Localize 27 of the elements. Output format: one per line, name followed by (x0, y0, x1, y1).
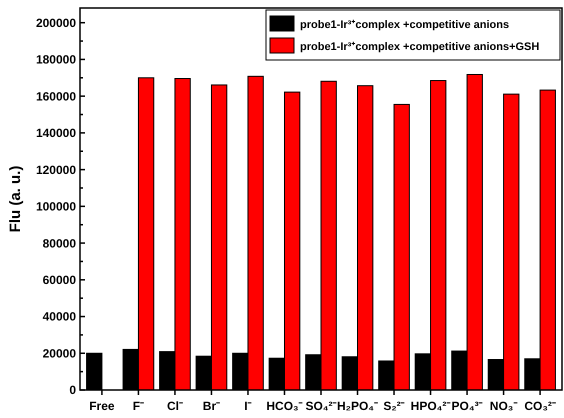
x-tick-label: CO₃²⁻ (524, 399, 556, 413)
x-tick-label: S₂²⁻ (383, 399, 405, 413)
x-tick-label: Cl⁻ (166, 399, 183, 413)
y-axis-title: Flu (a. u.) (7, 166, 24, 232)
y-tick-label: 20000 (42, 346, 76, 360)
x-tick-label: PO₄³⁻ (452, 399, 483, 413)
x-tick-label: H₂PO₄⁻ (336, 399, 378, 413)
y-tick-label: 0 (69, 383, 76, 398)
y-tick-label: 200000 (36, 16, 76, 30)
y-tick-label: 40000 (42, 310, 76, 324)
x-tick-label: NO₃⁻ (490, 399, 518, 413)
x-tick-label: F⁻ (132, 399, 144, 413)
y-tick-label: 80000 (42, 236, 76, 250)
y-tick-label: 140000 (36, 126, 76, 140)
x-tick-label: I⁻ (244, 399, 252, 413)
y-tick-label: 120000 (36, 162, 76, 177)
legend-label: probe1-Ir³⁺complex +competitive anions+GSH (300, 40, 540, 53)
x-tick-label: SO₄²⁻ (305, 399, 337, 413)
y-tick-label: 180000 (36, 52, 76, 67)
x-tick-label: Br⁻ (202, 399, 220, 413)
x-tick-label: HPO₄²⁻ (410, 399, 450, 413)
x-tick-label: Free (89, 399, 115, 413)
legend-label: probe1-Ir³⁺complex +competitive anions (300, 18, 510, 31)
y-tick-label: 100000 (36, 200, 76, 214)
y-tick-label: 160000 (36, 89, 76, 104)
y-tick-label: 60000 (42, 273, 76, 288)
x-tick-label: HCO₃⁻ (266, 399, 303, 413)
